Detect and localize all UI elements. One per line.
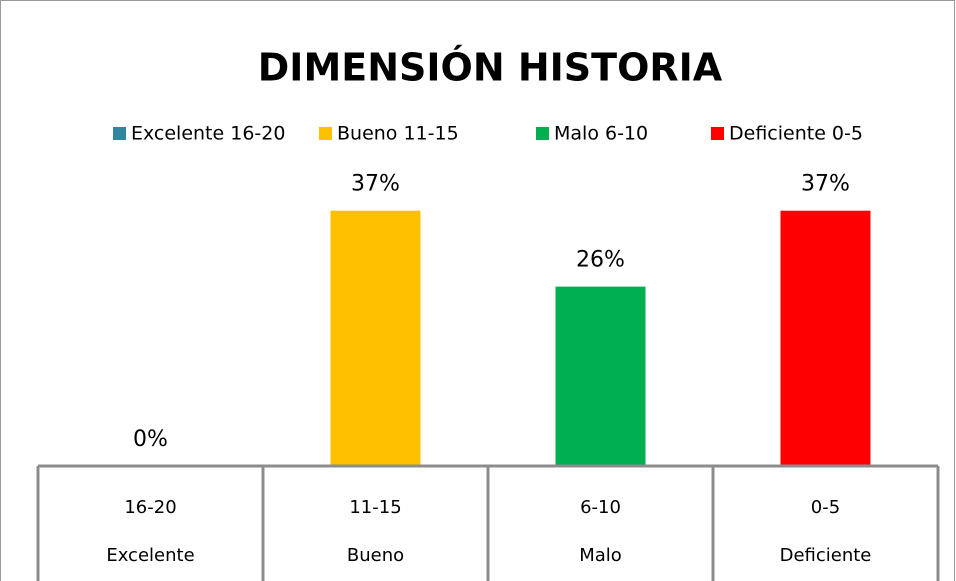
legend-marker <box>319 127 332 140</box>
data-label: 26% <box>576 248 625 273</box>
x-group-label: Deficiente <box>780 545 872 566</box>
legend-label: Bueno 11-15 <box>337 123 459 145</box>
chart-title: DIMENSIÓN HISTORIA <box>258 46 723 90</box>
bar <box>330 210 421 466</box>
x-group-label: Excelente <box>106 545 194 566</box>
legend-marker <box>711 127 724 140</box>
legend-label: Malo 6-10 <box>554 123 648 145</box>
legend-marker <box>113 127 126 140</box>
data-label: 0% <box>133 427 168 452</box>
x-tick-label: 6-10 <box>580 497 621 518</box>
data-label: 37% <box>801 172 850 197</box>
x-tick-label: 0-5 <box>811 497 840 518</box>
x-tick-label: 16-20 <box>124 497 176 518</box>
bar <box>780 210 871 466</box>
x-group-label: Bueno <box>347 545 404 566</box>
x-group-label: Malo <box>579 545 622 566</box>
legend-label: Deficiente 0-5 <box>729 123 863 145</box>
data-label: 37% <box>351 172 400 197</box>
legend-marker <box>536 127 549 140</box>
legend-label: Excelente 16-20 <box>131 123 285 145</box>
bar <box>555 286 646 466</box>
x-tick-label: 11-15 <box>349 497 401 518</box>
